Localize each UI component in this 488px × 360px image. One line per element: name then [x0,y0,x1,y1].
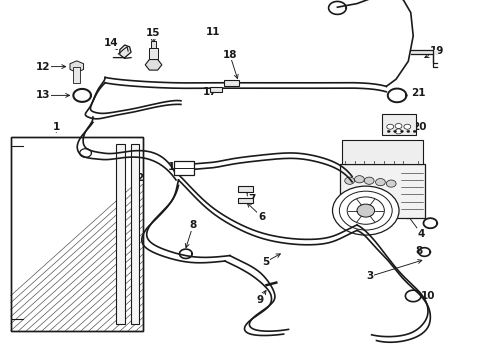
Circle shape [393,130,396,132]
Text: 8: 8 [414,246,421,256]
Circle shape [386,130,389,132]
Bar [148,48,158,59]
Text: 6: 6 [258,212,264,222]
Text: 2: 2 [136,173,142,183]
Polygon shape [70,61,83,72]
Text: 10: 10 [420,291,435,301]
Text: 7: 7 [247,194,255,204]
Text: 9: 9 [256,294,263,305]
Text: 3: 3 [366,271,372,282]
Circle shape [344,177,354,184]
Circle shape [346,197,384,224]
Bar [11,137,142,331]
Bar [342,140,422,164]
Text: 5: 5 [262,257,268,267]
Text: 11: 11 [205,27,220,37]
Circle shape [400,130,403,132]
Polygon shape [145,59,162,70]
Text: 21: 21 [410,88,425,98]
Bar [382,114,415,135]
Circle shape [394,129,401,134]
Circle shape [406,130,409,132]
Circle shape [386,124,393,129]
Bar [130,144,139,324]
Circle shape [364,177,373,184]
Bar [238,186,252,192]
Circle shape [375,179,385,186]
Text: 1: 1 [53,122,60,132]
Text: 13: 13 [36,90,50,100]
Circle shape [412,130,415,132]
Bar [210,87,222,92]
Circle shape [332,186,398,235]
Text: 20: 20 [411,122,426,132]
Circle shape [354,176,364,183]
Bar [224,80,238,86]
Bar [238,198,252,203]
Bar [173,161,194,175]
Text: 2: 2 [136,173,142,183]
Bar [150,41,156,48]
Text: 19: 19 [428,46,443,56]
Text: 8: 8 [189,220,196,230]
Text: 16: 16 [167,162,182,172]
Text: 12: 12 [36,62,50,72]
Bar [11,137,142,331]
Bar [339,164,425,218]
Text: 17: 17 [203,87,217,97]
Polygon shape [113,45,131,58]
Bar [116,144,124,324]
Text: 15: 15 [145,28,160,38]
Text: 14: 14 [103,38,118,48]
Circle shape [386,180,395,187]
Text: 4: 4 [417,229,425,239]
Text: 18: 18 [222,50,237,60]
Text: 1: 1 [53,123,60,133]
Circle shape [356,204,374,217]
Bar [73,67,80,83]
Circle shape [403,124,410,129]
Circle shape [394,123,401,129]
